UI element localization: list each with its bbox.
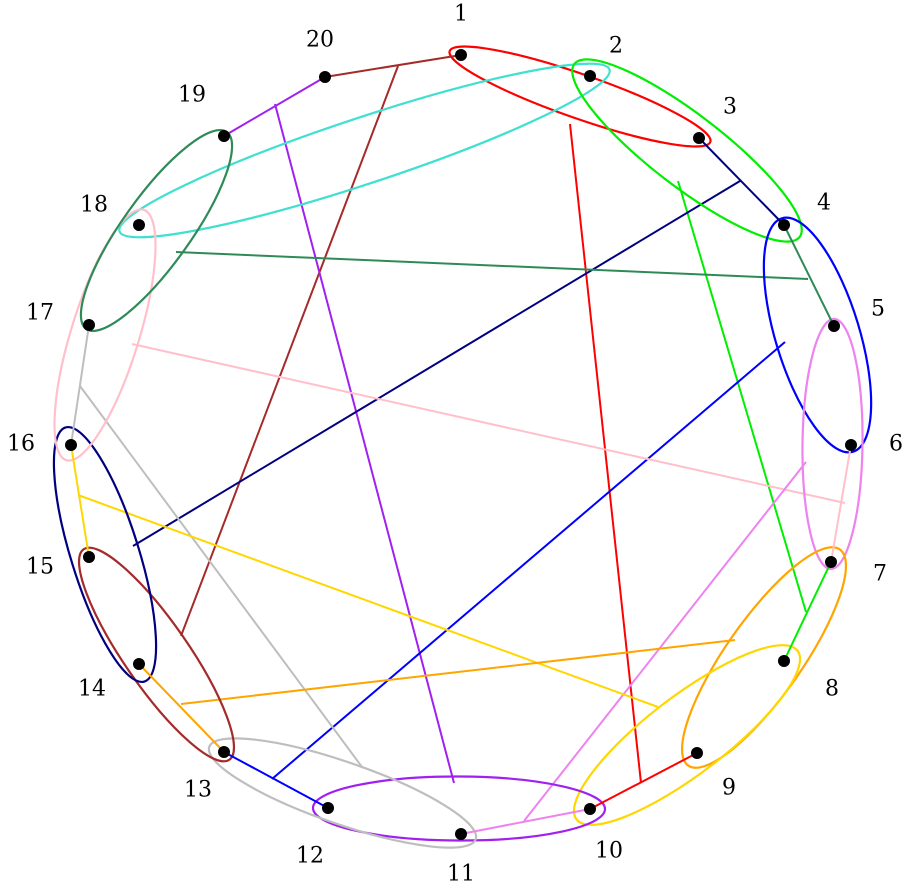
- node-3: [693, 132, 705, 144]
- node-6: [845, 439, 857, 451]
- group-loop-13-15: [77, 546, 236, 763]
- edge-6-7: [830, 444, 852, 563]
- node-label-6: 6: [889, 432, 903, 457]
- node-label-10: 10: [595, 839, 623, 864]
- node-5: [828, 320, 840, 332]
- chord-navy-3-4-to-14-16: [132, 180, 741, 547]
- node-7: [825, 556, 837, 568]
- node-13: [218, 746, 230, 758]
- group-loop-11-13: [207, 737, 478, 849]
- chords-layer: [77, 65, 846, 822]
- node-15: [83, 551, 95, 563]
- node-label-17: 17: [26, 301, 54, 326]
- edge-16-17: [70, 324, 90, 446]
- edge-4-5: [783, 224, 835, 327]
- node-label-15: 15: [26, 555, 54, 580]
- node-2: [584, 70, 596, 82]
- edge-15-16: [70, 444, 90, 558]
- node-1: [455, 49, 467, 61]
- node-label-8: 8: [825, 677, 839, 702]
- chord-purple-20-19-to-10-11: [274, 103, 455, 784]
- node-14: [133, 658, 145, 670]
- node-11: [455, 828, 467, 840]
- node-19: [218, 130, 230, 142]
- node-17: [83, 319, 95, 331]
- node-label-1: 1: [454, 2, 468, 27]
- node-label-18: 18: [80, 193, 108, 218]
- chord-gold-15-16-to-8-10: [77, 494, 659, 708]
- node-label-12: 12: [296, 844, 324, 869]
- group-loop-17-19: [79, 128, 234, 333]
- edge-7-8: [783, 561, 832, 662]
- edges-layer: [70, 54, 852, 835]
- node-label-2: 2: [609, 34, 623, 59]
- node-18: [133, 219, 145, 231]
- group-loop-5-7: [801, 317, 864, 571]
- node-10: [584, 803, 596, 815]
- node-12: [322, 802, 334, 814]
- node-label-5: 5: [871, 297, 885, 322]
- group-loop-16-18: [53, 208, 157, 462]
- edge-12-13: [223, 751, 329, 809]
- edge-19-20: [223, 76, 326, 137]
- chord-seagreen-17-19-to-4-5: [175, 251, 809, 280]
- chord-orange-13-14-to-7-9: [180, 639, 736, 705]
- edge-1-20: [324, 54, 462, 78]
- node-label-14: 14: [78, 677, 106, 702]
- node-label-7: 7: [873, 562, 887, 587]
- group-loop-8-10: [572, 644, 802, 826]
- node-label-19: 19: [178, 83, 206, 108]
- node-16: [65, 439, 77, 451]
- edge-10-11: [460, 808, 591, 835]
- edge-9-10: [589, 752, 698, 810]
- edge-3-4: [698, 137, 785, 226]
- node-9: [691, 747, 703, 759]
- node-20: [319, 71, 331, 83]
- node-label-11: 11: [447, 862, 475, 887]
- chord-green-2-4-to-7-8: [677, 180, 807, 613]
- group-loop-10-12: [311, 775, 607, 842]
- group-loop-7-9: [680, 546, 848, 769]
- node-label-3: 3: [723, 95, 737, 120]
- node-label-9: 9: [722, 776, 736, 801]
- groups-layer: [52, 45, 873, 849]
- group-loop-2-4: [571, 58, 803, 243]
- chord-pink-16-18-to-6-7: [131, 343, 846, 504]
- group-loop-2-18: [118, 62, 611, 239]
- chord-blue-4-6-to-12-13: [271, 341, 786, 780]
- node-label-16: 16: [7, 432, 35, 457]
- node-4: [778, 219, 790, 231]
- group-loop-4-6: [762, 216, 873, 454]
- node-label-20: 20: [306, 28, 334, 53]
- chord-red-1-3-to-9-10: [569, 123, 642, 784]
- node-label-4: 4: [817, 191, 831, 216]
- chord-brown-20-1-to-14-13: [180, 65, 399, 637]
- node-label-13: 13: [184, 778, 212, 803]
- group-loop-14-16: [52, 425, 158, 684]
- chord-gray-16-17-to-11-13: [79, 385, 363, 768]
- node-8: [778, 655, 790, 667]
- chord-violet-5-7-to-10-11: [523, 461, 807, 822]
- edge-13-14: [138, 663, 225, 753]
- nodes-layer: [65, 49, 857, 840]
